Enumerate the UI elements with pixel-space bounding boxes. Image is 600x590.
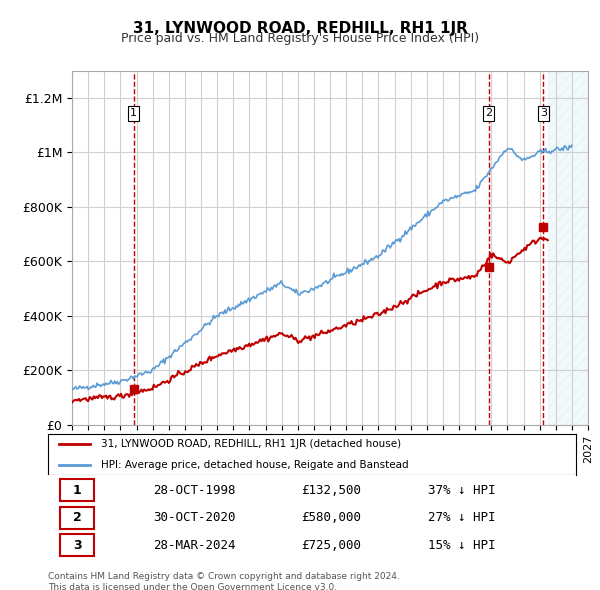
- Text: Contains HM Land Registry data © Crown copyright and database right 2024.
This d: Contains HM Land Registry data © Crown c…: [48, 572, 400, 590]
- Text: HPI: Average price, detached house, Reigate and Banstead: HPI: Average price, detached house, Reig…: [101, 460, 409, 470]
- Text: 2: 2: [73, 511, 82, 525]
- Text: Price paid vs. HM Land Registry's House Price Index (HPI): Price paid vs. HM Land Registry's House …: [121, 32, 479, 45]
- Text: 1: 1: [130, 109, 137, 118]
- Text: 28-MAR-2024: 28-MAR-2024: [154, 539, 236, 552]
- Text: 3: 3: [540, 109, 547, 118]
- Text: 31, LYNWOOD ROAD, REDHILL, RH1 1JR: 31, LYNWOOD ROAD, REDHILL, RH1 1JR: [133, 21, 467, 35]
- Text: 27% ↓ HPI: 27% ↓ HPI: [428, 511, 496, 525]
- FancyBboxPatch shape: [59, 507, 94, 529]
- Text: £132,500: £132,500: [301, 484, 361, 497]
- Text: 15% ↓ HPI: 15% ↓ HPI: [428, 539, 496, 552]
- Text: 31, LYNWOOD ROAD, REDHILL, RH1 1JR (detached house): 31, LYNWOOD ROAD, REDHILL, RH1 1JR (deta…: [101, 439, 401, 449]
- Text: 30-OCT-2020: 30-OCT-2020: [154, 511, 236, 525]
- Text: 28-OCT-1998: 28-OCT-1998: [154, 484, 236, 497]
- Text: 1: 1: [73, 484, 82, 497]
- Text: 3: 3: [73, 539, 82, 552]
- Text: 2: 2: [485, 109, 492, 118]
- FancyBboxPatch shape: [59, 534, 94, 556]
- Bar: [548, 71, 588, 425]
- Text: 37% ↓ HPI: 37% ↓ HPI: [428, 484, 496, 497]
- FancyBboxPatch shape: [59, 479, 94, 502]
- Text: £580,000: £580,000: [301, 511, 361, 525]
- Text: £725,000: £725,000: [301, 539, 361, 552]
